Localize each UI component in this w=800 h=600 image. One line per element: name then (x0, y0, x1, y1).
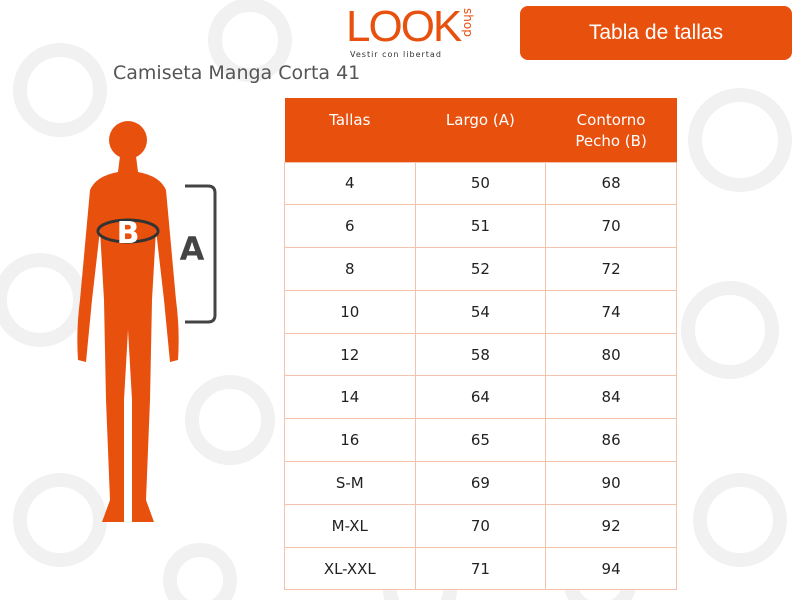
table-cell: 8 (284, 247, 416, 291)
table-cell: 12 (284, 332, 416, 377)
body-figure: B A (77, 121, 217, 522)
table-cell: 74 (545, 289, 677, 334)
length-label: A (180, 230, 205, 268)
table-row: 8 52 72 (284, 247, 677, 291)
table-cell: 94 (545, 546, 677, 591)
table-cell: 50 (414, 161, 547, 206)
table-row: 6 51 70 (284, 204, 677, 249)
table-cell: 72 (545, 247, 677, 291)
table-cell: 65 (414, 418, 547, 463)
table-cell: 51 (414, 204, 547, 249)
table-cell: 10 (284, 289, 416, 334)
table-cell: M-XL (284, 503, 416, 548)
table-row: S-M 69 90 (284, 461, 677, 505)
table-cell: 69 (414, 461, 547, 505)
chest-ring (96, 218, 160, 244)
logo-side: shop (461, 8, 475, 37)
table-cell: 54 (414, 289, 547, 334)
table-cell: 84 (545, 375, 677, 420)
table-cell: S-M (284, 461, 416, 505)
chest-label: B (117, 216, 140, 251)
header-cell: Contorno Pecho (B) (545, 98, 677, 162)
table-cell: 4 (284, 161, 416, 206)
table-cell: 64 (414, 375, 547, 420)
table-cell: 70 (414, 503, 547, 548)
table-cell: 14 (284, 375, 416, 420)
header-cell: Tallas (284, 98, 416, 162)
table-row: 16 65 86 (284, 418, 677, 463)
table-cell: XL-XXL (284, 546, 416, 591)
table-cell: 86 (545, 418, 677, 463)
logo: LOOK (346, 2, 462, 51)
table-cell: 71 (414, 546, 547, 591)
table-cell: 52 (414, 247, 547, 291)
table-cell: 80 (545, 332, 677, 377)
size-chart-button[interactable]: Tabla de tallas (520, 6, 792, 60)
table-cell: 6 (284, 204, 416, 249)
size-table: Tallas Largo (A) Contorno Pecho (B) 4 50 68 6 5… (284, 98, 677, 591)
table-row: XL-XXL 71 94 (284, 546, 677, 591)
table-cell: 16 (284, 418, 416, 463)
table-row: 12 58 80 (284, 332, 677, 377)
length-bracket (185, 184, 217, 324)
product-title: Camiseta Manga Corta 41 (113, 62, 361, 84)
table-cell: 58 (414, 332, 547, 377)
table-cell: 92 (545, 503, 677, 548)
head (109, 121, 147, 159)
header-row: Tallas Largo (A) Contorno Pecho (B) (284, 98, 677, 162)
table-row: 14 64 84 (284, 375, 677, 420)
table-row: M-XL 70 92 (284, 503, 677, 548)
header-cell: Largo (A) (415, 98, 546, 162)
table-cell: 90 (545, 461, 677, 505)
table-row: 10 54 74 (284, 289, 677, 334)
logo-tagline: Vestir con libertad (350, 50, 442, 59)
body (77, 156, 179, 522)
table-row: 4 50 68 (284, 161, 677, 206)
table-cell: 68 (545, 161, 677, 206)
table-cell: 70 (545, 204, 677, 249)
